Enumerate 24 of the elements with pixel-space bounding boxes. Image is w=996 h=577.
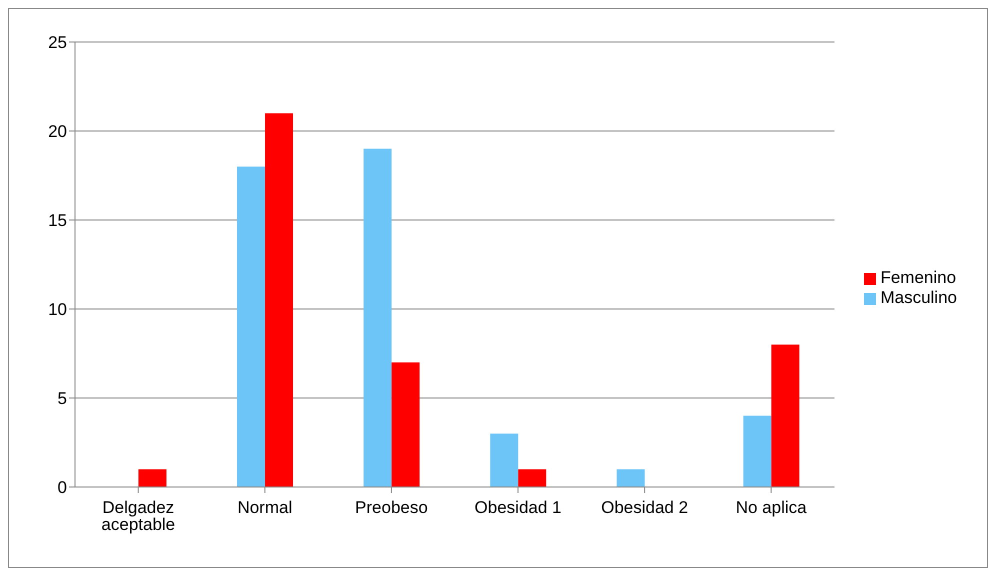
bar: [364, 148, 392, 487]
y-tick-label: 25: [48, 33, 67, 52]
x-tick-label: Obesidad 1: [474, 498, 562, 518]
bar: [265, 113, 294, 487]
x-tick-label: Normal: [237, 498, 292, 518]
y-tick-label: 5: [58, 389, 67, 408]
bar: [138, 469, 166, 487]
bar: [490, 434, 518, 487]
y-tick-label: 0: [58, 478, 67, 498]
bar: [743, 416, 772, 487]
bar: [771, 344, 800, 487]
x-tick-label: No aplica: [736, 498, 808, 518]
bar: [392, 362, 420, 487]
bar: [616, 469, 645, 487]
legend-label: Femenino: [880, 268, 956, 287]
bar: [518, 469, 546, 487]
legend-label: Masculino: [880, 288, 957, 307]
x-tick-label: Delgadez aceptable: [101, 498, 176, 534]
x-tick-label: Preobeso: [355, 498, 428, 518]
x-tick-label: Obesidad 2: [601, 498, 688, 518]
bar: [237, 166, 266, 487]
y-tick-label: 10: [48, 300, 67, 320]
y-tick-label: 20: [48, 122, 67, 142]
y-tick-label: 15: [48, 211, 67, 230]
